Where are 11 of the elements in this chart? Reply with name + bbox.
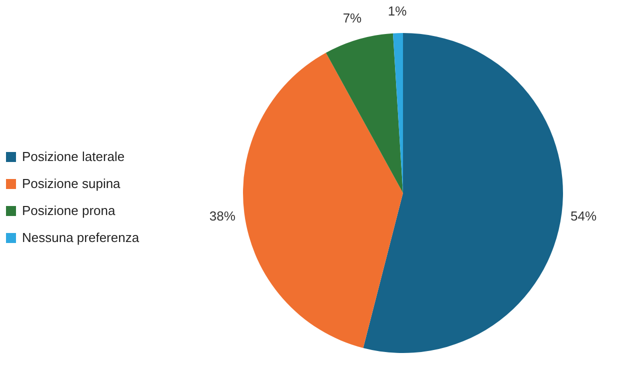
- data-label: 1%: [388, 4, 408, 19]
- pie-slice: [326, 33, 403, 193]
- pie-slice: [363, 33, 563, 353]
- legend-label: Posizione laterale: [22, 148, 125, 166]
- legend-label: Posizione supina: [22, 175, 120, 193]
- pie-slice: [243, 52, 403, 348]
- legend-label: Posizione prona: [22, 202, 116, 220]
- legend-label: Nessuna preferenza: [22, 229, 140, 247]
- data-label: 7%: [342, 10, 362, 26]
- data-label: 54%: [570, 208, 598, 224]
- data-label: 38%: [209, 208, 236, 224]
